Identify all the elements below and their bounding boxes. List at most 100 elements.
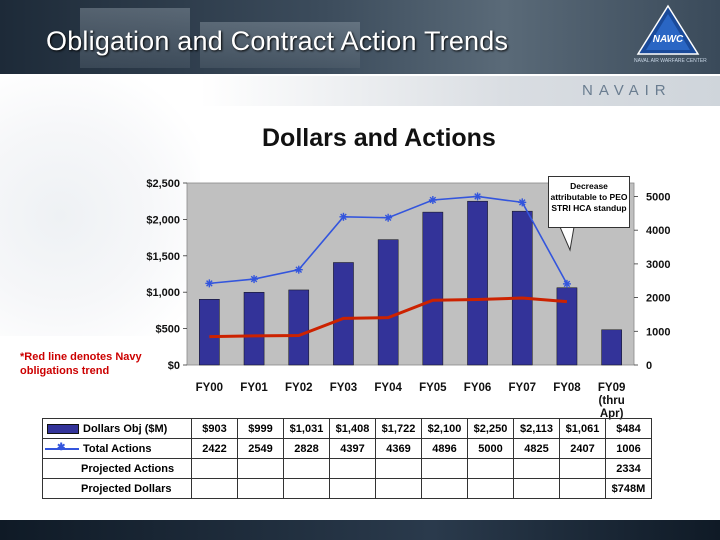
table-cell xyxy=(191,458,238,479)
bar-FY03 xyxy=(333,262,354,366)
left-axis-tick-label: $500 xyxy=(156,324,180,336)
callout-note: Decrease attributable to PEO STRI HCA st… xyxy=(548,176,630,228)
total-actions-point xyxy=(473,192,482,201)
row-label-text: Projected Actions xyxy=(81,462,175,475)
table-cell: $2,100 xyxy=(421,418,468,439)
row-label-text: Total Actions xyxy=(83,442,152,455)
row-label-text: Dollars Obj ($M) xyxy=(83,422,168,435)
bar-FY02 xyxy=(288,289,310,366)
table-cell: 2549 xyxy=(237,438,284,459)
asterisk-marker-icon: ✱ xyxy=(57,441,66,453)
total-actions-point xyxy=(518,198,527,207)
bar-FY00 xyxy=(199,299,220,366)
table-cell xyxy=(283,458,330,479)
right-axis-tick-label: 3000 xyxy=(646,259,670,271)
left-axis-tick-label: $2,000 xyxy=(146,214,180,226)
right-axis-tick-label: 0 xyxy=(646,360,652,372)
category-label: FY04 xyxy=(374,382,402,394)
category-label: FY01 xyxy=(240,382,268,394)
table-cell xyxy=(467,458,514,479)
right-axis-tick-label: 2000 xyxy=(646,293,670,305)
table-row-label: Projected Dollars xyxy=(42,478,192,499)
table-cell: $999 xyxy=(237,418,284,439)
slide-footer xyxy=(0,520,720,540)
category-label: FY02 xyxy=(285,382,313,394)
total-actions-point xyxy=(205,279,214,288)
right-axis-tick-label: 1000 xyxy=(646,326,670,338)
left-axis-tick-label: $1,000 xyxy=(146,287,180,299)
brand-bar xyxy=(200,76,720,106)
obligations-trend-line xyxy=(209,296,568,339)
table-cell xyxy=(559,458,606,479)
line-legend-key: ✱ xyxy=(45,442,79,453)
table-cell: $484 xyxy=(605,418,652,439)
category-label: FY05 xyxy=(419,382,447,394)
table-cell: $2,113 xyxy=(513,418,560,439)
category-label: FY07 xyxy=(509,382,537,394)
table-cell xyxy=(559,478,606,499)
bar-FY04 xyxy=(377,239,399,366)
table-row: Projected Dollars $748M xyxy=(42,478,652,499)
table-cell xyxy=(421,458,468,479)
right-axis-tick-label: 5000 xyxy=(646,191,670,203)
background-photo-deck xyxy=(200,22,360,68)
slide-title: Obligation and Contract Action Trends xyxy=(46,26,509,56)
total-actions-point xyxy=(562,279,571,288)
total-actions-point xyxy=(250,275,259,284)
background-decoration xyxy=(0,76,200,336)
bar-FY05 xyxy=(422,211,444,366)
background-photo-ship xyxy=(80,8,190,68)
trend-annotation: *Red line denotes Navy obligations trend xyxy=(20,351,142,377)
chart-title: Dollars and Actions xyxy=(262,124,496,152)
category-label: Apr) xyxy=(600,408,624,420)
right-axis-tick-label: 4000 xyxy=(646,225,670,237)
table-cell xyxy=(329,478,376,499)
total-actions-point xyxy=(294,265,303,274)
table-cell xyxy=(375,478,422,499)
table-cell xyxy=(329,458,376,479)
table-cell: $903 xyxy=(191,418,238,439)
category-label: FY00 xyxy=(196,382,224,394)
left-axis-tick-label: $2,500 xyxy=(146,178,180,190)
left-axis-tick-label: $1,500 xyxy=(146,251,180,263)
left-axis-tick-label: $0 xyxy=(168,360,180,372)
table-cell xyxy=(467,478,514,499)
table-cell xyxy=(421,478,468,499)
table-cell xyxy=(513,458,560,479)
table-cell: 4369 xyxy=(375,438,422,459)
table-cell xyxy=(283,478,330,499)
logo-text: NAWC xyxy=(653,34,684,45)
table-cell: $1,031 xyxy=(283,418,330,439)
category-label: FY09 xyxy=(598,382,626,394)
navair-brand: NAVAIR xyxy=(582,82,672,99)
bar-legend-key xyxy=(47,423,79,434)
table-cell xyxy=(375,458,422,479)
category-label: FY06 xyxy=(464,382,492,394)
bar-FY09 xyxy=(601,329,622,366)
category-label: FY03 xyxy=(330,382,358,394)
table-cell: 5000 xyxy=(467,438,514,459)
table-cell xyxy=(191,478,238,499)
nawc-logo: NAWC xyxy=(636,4,700,55)
category-label: (thru xyxy=(599,395,625,407)
table-cell: $748M xyxy=(605,478,652,499)
slide-header xyxy=(0,0,720,74)
table-row-label: ✱ Total Actions xyxy=(42,438,192,459)
table-cell: $1,722 xyxy=(375,418,422,439)
table-cell: 1006 xyxy=(605,438,652,459)
total-actions-point xyxy=(384,213,393,222)
table-cell: 4896 xyxy=(421,438,468,459)
bar-FY01 xyxy=(243,292,265,366)
category-label: FY08 xyxy=(553,382,581,394)
table-cell xyxy=(513,478,560,499)
table-cell xyxy=(237,478,284,499)
table-cell: 2422 xyxy=(191,438,238,459)
bar-FY08 xyxy=(556,287,578,366)
table-row: Dollars Obj ($M) $903 $999 $1,031 $1,408 $1,7… xyxy=(42,418,652,439)
table-cell xyxy=(237,458,284,479)
data-table: Dollars Obj ($M) $903 $999 $1,031 $1,408 $1,7… xyxy=(42,418,652,499)
row-label-text: Projected Dollars xyxy=(81,482,172,495)
table-cell: 4825 xyxy=(513,438,560,459)
bar-FY07 xyxy=(511,210,533,366)
table-row-label: Dollars Obj ($M) xyxy=(42,418,192,439)
